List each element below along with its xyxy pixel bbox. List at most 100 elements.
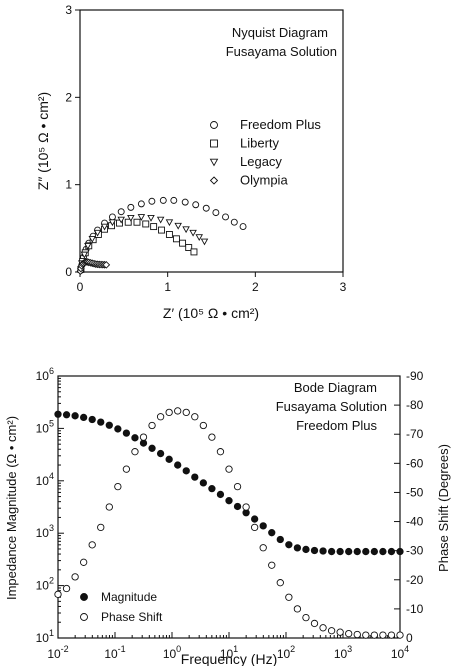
nyquist-point-freedom-plus (148, 197, 156, 205)
bode-point-phase-shift (80, 558, 88, 566)
nyquist-point-freedom-plus (137, 200, 145, 208)
nyquist-title: Nyquist Diagram (232, 25, 328, 40)
bode-point-magnitude (71, 412, 79, 420)
nyquist-point-freedom-plus (108, 213, 116, 221)
nyquist-point-legacy (156, 216, 165, 224)
nyquist-y-tick-label: 1 (65, 178, 72, 192)
nyquist-point-olympia (102, 261, 111, 269)
bode-point-magnitude (114, 425, 122, 433)
nyquist-point-freedom-plus (159, 196, 167, 204)
nyquist-point-legacy (88, 235, 97, 243)
nyquist-legend: Freedom Plus Liberty Legacy Olympia (209, 117, 321, 188)
bode-x-tick-label: 103 (334, 644, 352, 661)
bode-point-phase-shift (182, 408, 190, 417)
bode-point-magnitude (319, 547, 327, 555)
bode-legend: Magnitude Phase Shift (80, 590, 163, 624)
bode-point-magnitude (174, 461, 182, 469)
bode-y2-tick-label: -40 (406, 515, 424, 529)
bode-point-magnitude (182, 467, 190, 475)
nyquist-point-liberty (150, 223, 158, 231)
bode-chart: Bode Diagram Fusayama Solution Freedom P… (4, 366, 451, 666)
bode-point-phase-shift (156, 413, 165, 421)
nyquist-point-freedom-plus (239, 223, 247, 231)
bode-point-phase-shift (387, 631, 396, 639)
bode-point-magnitude (54, 410, 62, 418)
bode-point-phase-shift (122, 465, 131, 473)
nyquist-point-freedom-plus (192, 201, 200, 209)
bode-point-phase-shift (379, 631, 387, 639)
bode-point-phase-shift (327, 627, 336, 635)
nyquist-point-liberty (179, 239, 187, 247)
bode-point-magnitude (293, 544, 302, 552)
nyquist-x-axis-label: Z′ (10⁵ Ω • cm²) (163, 305, 259, 321)
bode-y2-tick-label: 0 (406, 631, 413, 645)
bode-point-phase-shift (148, 421, 156, 430)
nyquist-point-legacy (80, 251, 89, 259)
bode-point-phase-shift (233, 482, 242, 491)
bode-point-magnitude (131, 434, 139, 442)
bode-point-magnitude (276, 535, 284, 544)
nyquist-point-legacy (189, 229, 197, 237)
nyquist-point-liberty (158, 226, 165, 234)
nyquist-point-legacy (200, 238, 209, 246)
bode-point-phase-shift (139, 433, 148, 441)
bode-point-magnitude (88, 415, 96, 424)
nyquist-legend-marker (210, 139, 218, 148)
bode-points (54, 407, 404, 639)
nyquist-point-freedom-plus (222, 213, 229, 221)
bode-point-phase-shift (319, 624, 327, 632)
bode-legend-marker (80, 593, 88, 601)
bode-point-phase-shift (114, 482, 122, 491)
bode-point-phase-shift (71, 573, 79, 581)
bode-x-tick-label: 102 (277, 644, 295, 661)
bode-title: Bode Diagram (294, 380, 377, 395)
nyquist-point-legacy (174, 222, 182, 230)
nyquist-plot-frame (79, 9, 344, 273)
bode-point-magnitude (370, 547, 378, 556)
bode-point-phase-shift (225, 465, 233, 473)
nyquist-legend-label: Liberty (240, 136, 280, 151)
nyquist-ticks: 0 1 2 3 0 1 2 3 (65, 3, 346, 294)
bode-x-tick-label: 100 (163, 644, 181, 661)
nyquist-point-freedom-plus (230, 218, 238, 226)
bode-legend-marker (80, 613, 88, 621)
nyquist-point-liberty (133, 218, 141, 226)
bode-point-magnitude (156, 449, 165, 458)
bode-y-tick-label: 102 (36, 576, 54, 593)
bode-point-phase-shift (285, 593, 293, 601)
bode-y2-tick-label: -90 (406, 369, 424, 383)
bode-point-phase-shift (54, 590, 62, 598)
bode-point-magnitude (97, 418, 105, 426)
bode-y-tick-label: 101 (36, 628, 54, 645)
bode-point-phase-shift (174, 407, 182, 415)
nyquist-legend-label: Freedom Plus (240, 117, 321, 132)
bode-point-phase-shift (88, 541, 96, 549)
nyquist-points (76, 196, 247, 275)
nyquist-legend-marker (210, 121, 218, 129)
bode-point-magnitude (216, 490, 225, 499)
bode-point-phase-shift (216, 448, 225, 456)
nyquist-point-liberty (124, 218, 132, 226)
bode-subtitle: Fusayama Solution (276, 399, 387, 414)
nyquist-legend-label: Olympia (240, 173, 288, 188)
bode-point-magnitude (208, 485, 216, 493)
bode-point-phase-shift (302, 613, 310, 622)
bode-y-tick-label: 105 (36, 418, 54, 435)
nyquist-point-legacy (117, 216, 125, 224)
bode-point-magnitude (362, 547, 370, 556)
bode-point-magnitude (396, 547, 404, 556)
bode-legend-label: Magnitude (101, 590, 157, 604)
bode-point-magnitude (336, 547, 344, 556)
nyquist-point-liberty (172, 235, 180, 243)
nyquist-point-freedom-plus (127, 203, 135, 211)
bode-point-magnitude (353, 547, 361, 556)
bode-point-phase-shift (97, 523, 105, 532)
nyquist-y-tick-label: 0 (65, 265, 72, 279)
bode-x-tick-label: 104 (391, 644, 409, 661)
nyquist-point-legacy (165, 219, 174, 227)
bode-point-magnitude (327, 547, 336, 556)
bode-point-magnitude (148, 444, 156, 452)
nyquist-subtitle: Fusayama Solution (226, 44, 337, 59)
bode-y-tick-label: 106 (36, 366, 54, 383)
